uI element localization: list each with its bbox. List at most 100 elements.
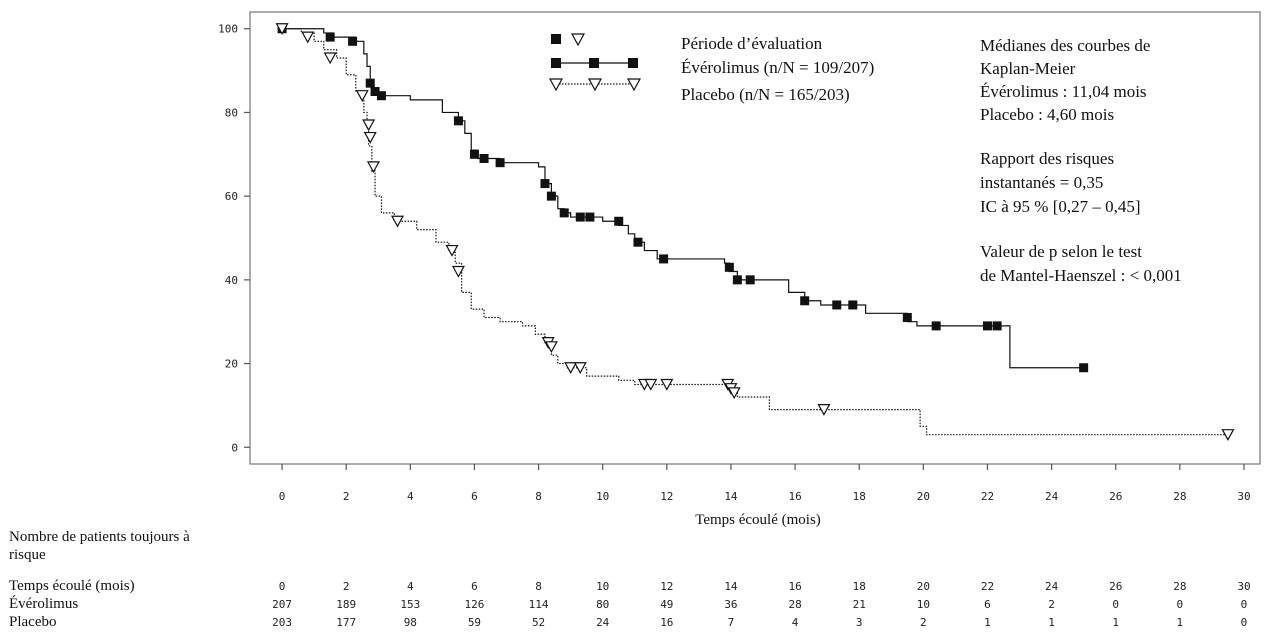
x-tick-label: 26 — [1109, 490, 1122, 503]
risk-table-placebo-cell: 177 — [336, 616, 356, 629]
risk-table-time-cell: 10 — [596, 580, 609, 593]
risk-table-everolimus-cell: 0 — [1241, 598, 1248, 611]
risk-table-everolimus-label: Évérolimus — [9, 595, 78, 612]
everolimus-censor-marker — [992, 321, 1002, 331]
everolimus-censor-marker — [325, 32, 335, 42]
plot-frame — [249, 11, 1261, 465]
placebo-censor-marker — [451, 265, 465, 278]
risk-table-everolimus-cell: 49 — [660, 598, 673, 611]
risk-table-time-cell: 20 — [917, 580, 930, 593]
x-axis-label: Temps écoulé (mois) — [695, 512, 821, 528]
legend-placebo-marker — [626, 78, 642, 92]
everolimus-censor-marker — [848, 300, 858, 310]
risk-table-title-line-2: risque — [9, 547, 46, 563]
risk-table-everolimus-cell: 10 — [917, 598, 930, 611]
risk-table-placebo-cell: 0 — [1241, 616, 1248, 629]
risk-table-time-cell: 0 — [279, 580, 286, 593]
median-line-4: Placebo : 4,60 mois — [980, 105, 1114, 124]
everolimus-censor-marker — [365, 78, 375, 88]
x-tick-label: 18 — [853, 490, 866, 503]
placebo-censor-marker — [445, 244, 459, 257]
risk-table-everolimus-cell: 0 — [1177, 598, 1184, 611]
everolimus-censor-marker — [479, 153, 489, 163]
x-tick-label: 28 — [1173, 490, 1186, 503]
y-tick-label: 100 — [218, 23, 238, 36]
everolimus-censor-marker — [732, 275, 742, 285]
everolimus-censor-marker — [540, 179, 550, 189]
risk-table-placebo-cell: 98 — [404, 616, 417, 629]
risk-table-time-cell: 28 — [1173, 580, 1186, 593]
risk-table-placebo-cell: 4 — [792, 616, 799, 629]
placebo-censor-marker — [727, 387, 741, 400]
y-tick-label: 40 — [225, 274, 238, 287]
x-tick-label: 6 — [471, 490, 478, 503]
x-tick-label: 30 — [1237, 490, 1250, 503]
risk-table-placebo-cell: 16 — [660, 616, 673, 629]
risk-table: Nombre de patients toujours à risque Tem… — [9, 529, 1251, 630]
risk-table-everolimus-cell: 0 — [1112, 598, 1119, 611]
risk-table-everolimus-cell: 6 — [984, 598, 991, 611]
risk-table-title-line-1: Nombre de patients toujours à — [9, 529, 190, 545]
risk-table-placebo-cell: 1 — [984, 616, 991, 629]
risk-table-placebo-cell: 24 — [596, 616, 610, 629]
risk-table-time-cell: 18 — [853, 580, 866, 593]
placebo-censor-marker — [564, 362, 578, 374]
everolimus-censor-marker — [1079, 363, 1089, 373]
placebo-censor-marker — [366, 161, 380, 174]
legend-everolimus-marker — [589, 58, 599, 68]
x-tick-label: 8 — [535, 490, 542, 503]
x-tick-label: 4 — [407, 490, 414, 503]
everolimus-censor-marker — [495, 158, 505, 168]
risk-table-everolimus-cell: 189 — [336, 598, 356, 611]
risk-table-time-cell: 22 — [981, 580, 994, 593]
everolimus-censor-marker — [348, 36, 358, 46]
y-tick-label: 80 — [225, 106, 238, 119]
risk-table-placebo-cell: 2 — [920, 616, 927, 629]
placebo-censor-marker — [644, 378, 658, 391]
p-value-line-1: Valeur de p selon le test — [980, 242, 1142, 261]
risk-table-everolimus-cell: 21 — [853, 598, 866, 611]
risk-table-placebo-cell: 1 — [1048, 616, 1055, 629]
risk-table-time-cell: 8 — [535, 580, 542, 593]
risk-table-everolimus-cell: 126 — [465, 598, 485, 611]
risk-table-placebo-cell: 203 — [272, 616, 292, 629]
x-tick-label: 22 — [981, 490, 994, 503]
everolimus-censor-marker — [614, 216, 624, 226]
everolimus-censor-marker — [453, 116, 463, 126]
everolimus-censor-marker — [376, 91, 386, 101]
x-tick-label: 14 — [724, 490, 738, 503]
everolimus-censor-marker — [745, 275, 755, 285]
risk-table-placebo-cell: 1 — [1177, 616, 1184, 629]
median-line-3: Évérolimus : 11,04 mois — [980, 82, 1147, 101]
everolimus-censor-marker — [931, 321, 941, 331]
risk-table-placebo-label: Placebo — [9, 614, 56, 630]
legend-everolimus-marker — [551, 58, 561, 68]
risk-table-everolimus-cell: 153 — [400, 598, 420, 611]
risk-table-everolimus-cell: 2 — [1048, 598, 1055, 611]
everolimus-censor-marker — [469, 149, 479, 159]
risk-table-placebo-cell: 1 — [1112, 616, 1119, 629]
everolimus-censor-marker — [832, 300, 842, 310]
risk-table-time-cell: 6 — [471, 580, 478, 593]
legend-triangle-icon — [570, 33, 586, 47]
placebo-censor-marker — [275, 23, 289, 35]
legend-placebo-marker — [587, 78, 603, 92]
y-tick-label: 60 — [225, 190, 238, 203]
placebo-censor-marker — [544, 341, 558, 354]
censor-markers — [275, 23, 1235, 441]
legend-placebo-label: Placebo (n/N = 165/203) — [681, 85, 850, 104]
legend-square-icon — [551, 34, 561, 44]
stats-annotations: Médianes des courbes de Kaplan-Meier Évé… — [980, 36, 1182, 285]
legend: Période d’évaluation Évérolimus (n/N = 1… — [548, 33, 874, 104]
risk-table-placebo-cell: 7 — [728, 616, 735, 629]
placebo-censor-marker — [573, 362, 587, 374]
everolimus-censor-marker — [370, 87, 380, 97]
x-tick-label: 0 — [279, 490, 286, 503]
everolimus-censor-marker — [559, 208, 569, 218]
everolimus-censor-marker — [585, 212, 595, 222]
risk-table-placebo-cell: 52 — [532, 616, 545, 629]
risk-table-time-cell: 16 — [788, 580, 801, 593]
median-line-2: Kaplan-Meier — [980, 59, 1076, 78]
x-tick-label: 20 — [917, 490, 930, 503]
